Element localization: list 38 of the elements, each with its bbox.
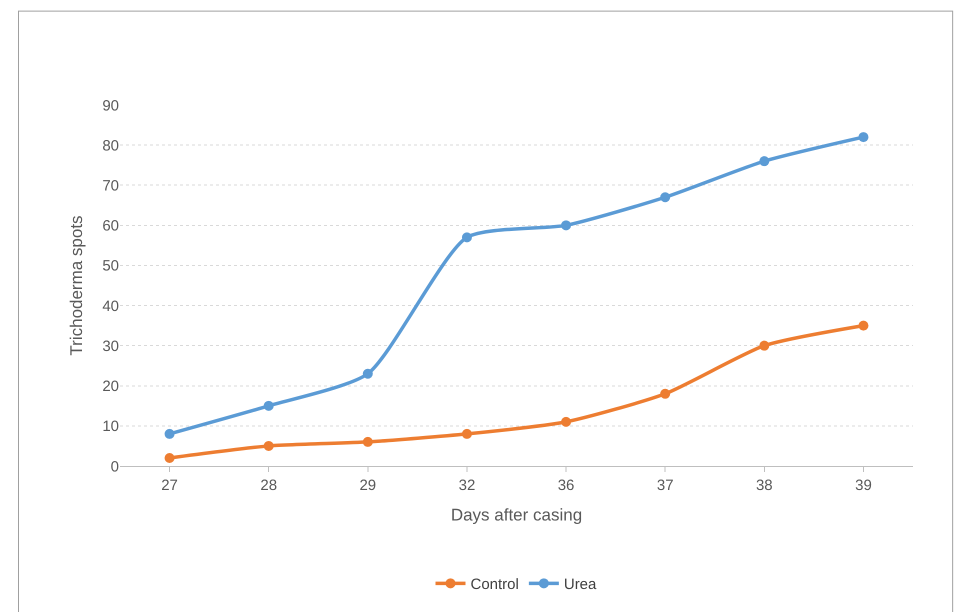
x-tick-label: 27 bbox=[161, 477, 178, 494]
x-tick-label: 28 bbox=[260, 477, 278, 494]
point bbox=[462, 428, 472, 439]
y-tick-label: 50 bbox=[102, 258, 119, 275]
legend-label: Control bbox=[470, 576, 519, 594]
y-tick-label: 90 bbox=[102, 97, 119, 114]
point bbox=[264, 440, 274, 451]
point bbox=[462, 232, 472, 242]
y-axis-title: Trichoderma spots bbox=[66, 215, 86, 356]
x-tick-label: 37 bbox=[656, 477, 674, 494]
y-tick-label: 40 bbox=[102, 298, 119, 315]
x-tick-label: 36 bbox=[558, 477, 574, 494]
point bbox=[759, 156, 770, 166]
x-tick-label: 29 bbox=[359, 477, 376, 494]
legend-label: Urea bbox=[564, 576, 598, 594]
point bbox=[561, 416, 572, 427]
x-tick-label: 39 bbox=[855, 477, 872, 494]
point bbox=[660, 388, 670, 399]
x-tick-label: 38 bbox=[756, 477, 773, 494]
point bbox=[164, 452, 175, 463]
y-tick-label: 70 bbox=[102, 177, 119, 194]
point bbox=[858, 132, 868, 142]
y-tick-label: 10 bbox=[102, 418, 119, 436]
y-tick-label: 60 bbox=[102, 218, 119, 235]
y-tick-label: 20 bbox=[102, 378, 119, 396]
y-tick-label: 80 bbox=[102, 137, 119, 154]
point bbox=[362, 368, 373, 379]
point bbox=[362, 436, 373, 447]
y-tick-label: 0 bbox=[110, 458, 119, 476]
point bbox=[164, 428, 175, 439]
x-axis-title: Days after casing bbox=[450, 505, 582, 524]
point bbox=[858, 320, 868, 331]
point bbox=[759, 340, 770, 351]
point bbox=[264, 400, 274, 411]
point bbox=[561, 220, 572, 230]
y-tick-label: 30 bbox=[102, 338, 119, 355]
point bbox=[660, 192, 670, 202]
x-tick-label: 32 bbox=[458, 477, 476, 494]
